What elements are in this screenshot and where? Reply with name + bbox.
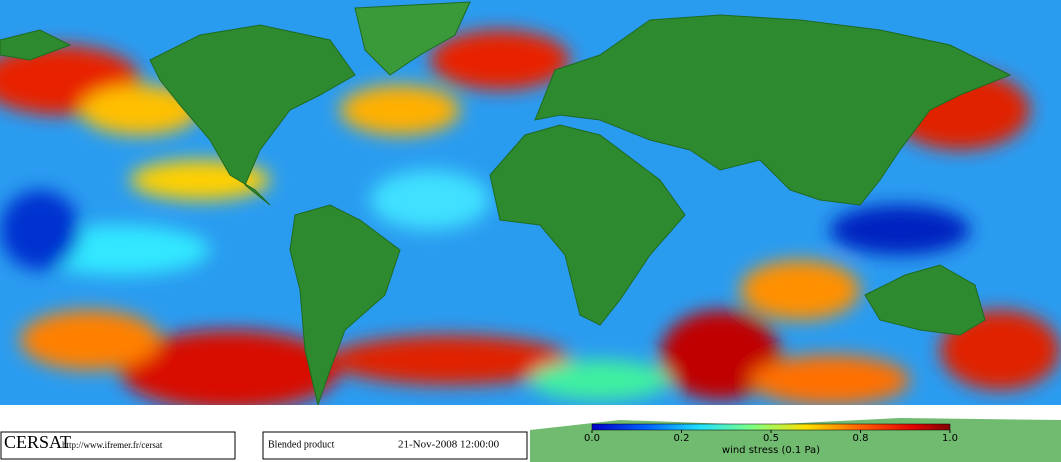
colorbar-ticks: 0.0 0.2 0.5 0.8 1.0 xyxy=(584,430,958,444)
tick-label: 0.2 xyxy=(674,433,690,444)
tick-label: 0.0 xyxy=(584,433,600,444)
colorbar-label: wind stress (0.1 Pa) xyxy=(722,445,820,456)
colorbar: 0.0 0.2 0.5 0.8 1.0 wind stress (0.1 Pa) xyxy=(584,423,958,456)
product-box xyxy=(262,431,528,460)
land xyxy=(0,1,1012,407)
colorbar-gradient xyxy=(591,423,951,431)
tick-label: 1.0 xyxy=(942,433,958,444)
logo-box xyxy=(0,431,236,460)
url: http://www.ifremer.fr/cersat xyxy=(62,440,163,450)
product: Blended product xyxy=(268,439,335,450)
footer: CERSAT http://www.ifremer.fr/cersat Blen… xyxy=(0,431,528,460)
tick-label: 0.8 xyxy=(853,433,869,444)
tick-label: 0.5 xyxy=(763,433,779,444)
date: 21-Nov-2008 12:00:00 xyxy=(398,439,500,451)
logo: CERSAT xyxy=(4,432,71,452)
